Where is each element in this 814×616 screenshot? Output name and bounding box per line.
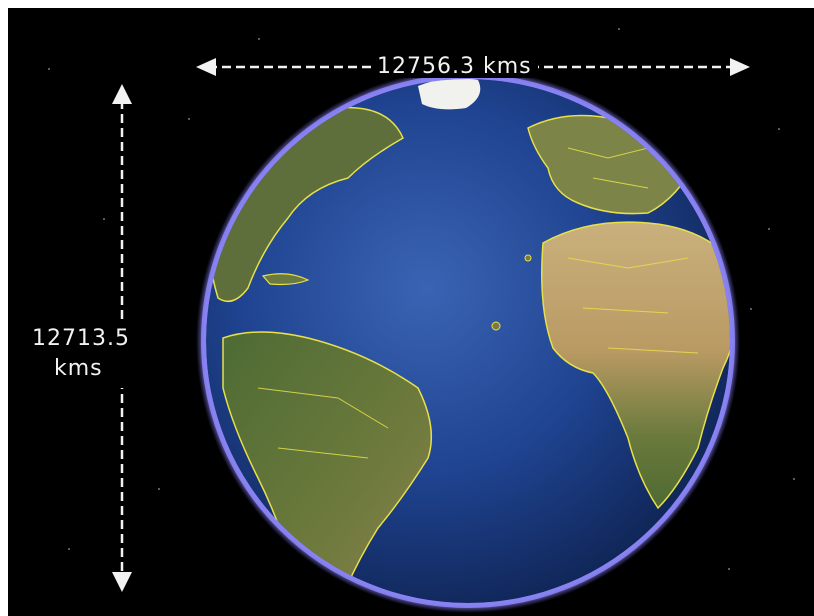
- country-borders: [257, 257, 699, 459]
- polar-diameter-value: 12713.5: [32, 326, 130, 351]
- polar-diameter-label: 12713.5 kms: [30, 320, 132, 388]
- arrowhead-bottom: [112, 572, 132, 592]
- image-frame: 12756.3 kms 12713.5 kms: [8, 8, 814, 616]
- globe: [206, 79, 730, 603]
- arrowhead-top: [112, 84, 132, 104]
- earth-scene: [112, 58, 750, 613]
- caribbean-islands: [261, 273, 310, 286]
- arrowhead-left: [196, 58, 216, 76]
- atlantic-island: [524, 254, 532, 262]
- arrowhead-right: [730, 58, 750, 76]
- country-borders: [567, 147, 649, 189]
- africa: [541, 221, 730, 510]
- equatorial-diameter-label: 12756.3 kms: [371, 56, 538, 78]
- south-america: [222, 331, 433, 603]
- polar-diameter-unit: kms: [54, 356, 103, 381]
- greenland-ice: [418, 79, 481, 110]
- width-dimension-arrow: [196, 58, 750, 76]
- atlantic-island: [491, 321, 501, 331]
